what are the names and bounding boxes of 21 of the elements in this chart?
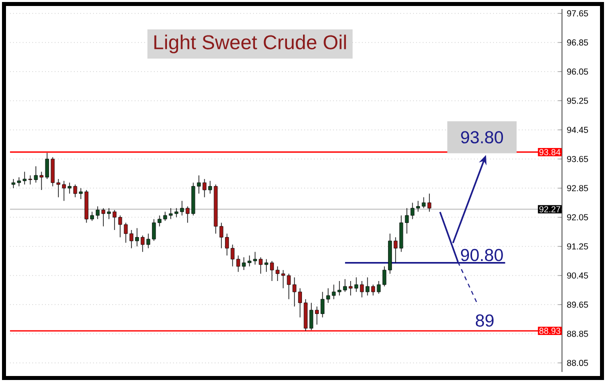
y-tick-label: 89.65 xyxy=(567,302,588,308)
y-tick-label: 96.05 xyxy=(567,68,588,75)
y-tick-label: 95.25 xyxy=(567,98,588,104)
y-tick-label: 93.65 xyxy=(567,156,588,162)
text: Light Sweet Crude Oil xyxy=(154,34,346,54)
ref-line-label: 88.93 xyxy=(539,328,560,334)
y-tick-label: 91.25 xyxy=(567,243,588,250)
y-tick-label: 90.45 xyxy=(567,272,588,279)
ref-line-label: 92.27 xyxy=(539,206,560,212)
y-tick-label: 97.65 xyxy=(567,10,588,16)
y-tick-label: 96.85 xyxy=(567,39,588,46)
y-tick-label: 92.05 xyxy=(567,214,588,220)
annotation: 93.80 xyxy=(461,131,503,144)
candlestick xyxy=(427,193,432,212)
ref-line-label: 93.84 xyxy=(539,149,560,156)
y-tick-label: 92.85 xyxy=(567,185,588,192)
y-tick-label: 88.85 xyxy=(567,330,588,337)
y-tick-label: 94.45 xyxy=(567,126,588,133)
y-tick-label: 88.05 xyxy=(567,360,588,366)
annotation: 89 xyxy=(476,314,494,327)
ref-line-label: 90.80 xyxy=(460,248,503,262)
